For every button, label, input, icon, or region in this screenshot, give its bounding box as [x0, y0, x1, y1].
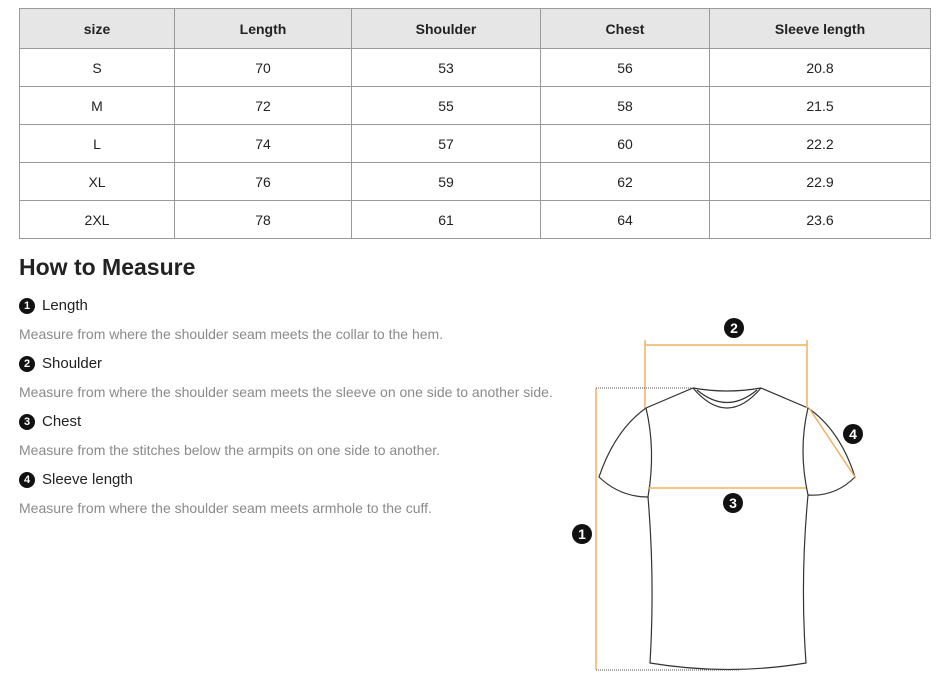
measure-lines	[595, 340, 856, 670]
header-cell: Chest	[540, 8, 710, 49]
measure-label: Chest	[42, 413, 82, 430]
measure-description: Measure from where the shoulder seam mee…	[19, 384, 553, 400]
table-cell: 22.9	[709, 162, 931, 201]
measure-item-1: 1 Length	[19, 297, 88, 314]
measure-description: Measure from where the shoulder seam mee…	[19, 500, 432, 516]
table-cell: 64	[540, 200, 710, 239]
table-cell: 57	[351, 124, 541, 163]
table-cell: 55	[351, 86, 541, 125]
tshirt-outline	[598, 387, 856, 671]
table-cell: 61	[351, 200, 541, 239]
number-badge-icon: 4	[19, 471, 35, 488]
number-badge-icon: 1	[19, 297, 35, 314]
table-cell: 72	[174, 86, 352, 125]
header-cell: Sleeve length	[709, 8, 931, 49]
number-badge-icon: 2	[19, 355, 35, 372]
table-cell: 56	[540, 48, 710, 87]
table-cell: 78	[174, 200, 352, 239]
number-badge-icon: 3	[19, 413, 35, 430]
marker-label: 4	[849, 426, 857, 442]
marker-label: 1	[578, 526, 586, 542]
table-cell: 53	[351, 48, 541, 87]
measure-label: Sleeve length	[42, 471, 133, 488]
measure-item-2: 2 Shoulder	[19, 355, 102, 372]
table-cell: 58	[540, 86, 710, 125]
measure-description: Measure from where the shoulder seam mee…	[19, 326, 444, 342]
table-cell: 74	[174, 124, 352, 163]
measure-item-4: 4 Sleeve length	[19, 471, 133, 488]
table-cell: 62	[540, 162, 710, 201]
table-cell: 20.8	[709, 48, 931, 87]
size-table: size Length Shoulder Chest Sleeve length…	[19, 8, 931, 239]
measure-label: Length	[42, 297, 88, 314]
marker-2: 2	[724, 318, 744, 338]
table-row: 2XL 78 61 64 23.6	[19, 200, 931, 239]
measure-item-3: 3 Chest	[19, 413, 81, 430]
measure-description: Measure from the stitches below the armp…	[19, 442, 441, 458]
marker-label: 2	[730, 320, 738, 336]
marker-4: 4	[843, 424, 863, 444]
section-title: How to Measure	[19, 254, 196, 280]
table-cell: 21.5	[709, 86, 931, 125]
table-cell: 23.6	[709, 200, 931, 239]
marker-label: 3	[729, 495, 737, 511]
header-cell: size	[19, 8, 175, 49]
table-header-row: size Length Shoulder Chest Sleeve length	[19, 8, 931, 49]
marker-1: 1	[572, 524, 592, 544]
marker-3: 3	[723, 493, 743, 513]
measure-label: Shoulder	[42, 355, 103, 372]
